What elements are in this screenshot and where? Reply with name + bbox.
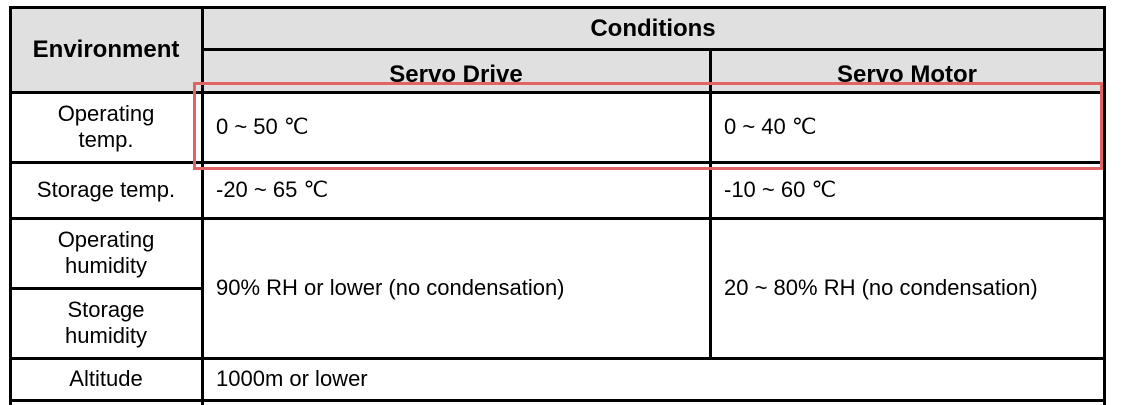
table-border-left (9, 6, 12, 405)
storage-temp-drive: -20 ~ 65 ℃ (216, 177, 329, 202)
divider (9, 161, 1106, 164)
storage-temp-motor: -10 ~ 60 ℃ (724, 177, 837, 202)
header-servo-drive: Servo Drive (202, 50, 710, 92)
header-servo-motor: Servo Motor (710, 50, 1104, 92)
header-conditions: Conditions (202, 8, 1104, 50)
table-border-top (9, 6, 1106, 9)
row-label-altitude: Altitude (69, 366, 143, 391)
divider (9, 91, 1106, 94)
divider (9, 399, 1106, 402)
divider (9, 357, 1106, 360)
table-border-right (1103, 6, 1106, 405)
divider (202, 48, 1106, 51)
header-environment: Environment (10, 8, 202, 92)
altitude-value: 1000m or lower (216, 366, 368, 391)
row-label-operating-humidity: Operating humidity (57, 227, 155, 278)
row-label-storage-temp: Storage temp. (36, 177, 176, 202)
humidity-drive: 90% RH or lower (no condensation) (216, 275, 565, 300)
operating-temp-drive: 0 ~ 50 ℃ (216, 114, 309, 139)
humidity-motor: 20 ~ 80% RH (no condensation) (724, 275, 1038, 300)
column-divider (709, 49, 712, 359)
operating-temp-motor: 0 ~ 40 ℃ (724, 114, 817, 139)
divider (9, 217, 1106, 220)
row-label-storage-humidity: Storage humidity (65, 297, 147, 348)
column-divider (201, 6, 204, 405)
divider (9, 287, 203, 290)
row-label-operating-temp: Operating temp. (57, 101, 155, 152)
